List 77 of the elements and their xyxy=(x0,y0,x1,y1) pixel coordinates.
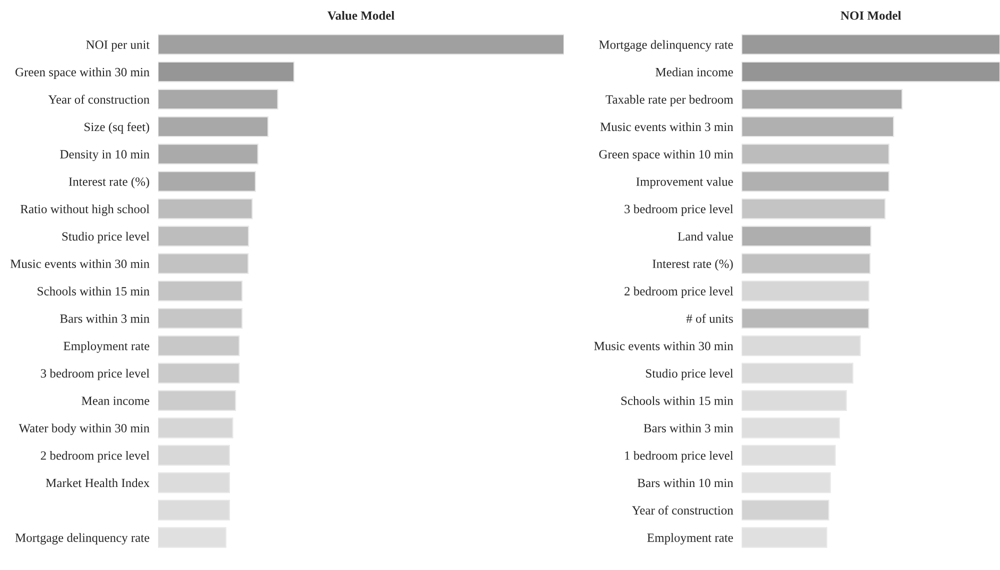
bar xyxy=(158,198,253,220)
bar xyxy=(158,308,243,329)
y-tick-label: Mortgage delinquency rate xyxy=(599,40,733,52)
bar xyxy=(742,253,871,274)
bar xyxy=(742,226,872,247)
bar xyxy=(158,61,295,82)
y-tick-label: Year of construction xyxy=(48,94,150,104)
y-tick-label: Year of construction xyxy=(632,506,734,515)
chart-title: Value Model xyxy=(328,10,394,20)
y-tick-label: Median income xyxy=(656,68,733,76)
y-tick-label: Bars within 3 min xyxy=(60,314,150,323)
bar xyxy=(158,500,230,521)
y-tick-label: Bars within 10 min xyxy=(638,478,734,488)
bar xyxy=(742,500,830,521)
bar xyxy=(158,472,230,494)
bar xyxy=(158,171,256,192)
chart-title: NOI Model xyxy=(840,10,902,20)
y-tick-label: Interest rate (%) xyxy=(652,259,733,271)
y-tick-label: Bars within 3 min xyxy=(644,424,734,432)
y-tick-label: Market Health Index xyxy=(46,478,150,488)
y-tick-label: 1 bedroom price level xyxy=(625,450,734,462)
bar xyxy=(742,308,870,329)
bar xyxy=(158,88,278,110)
y-tick-label: Music events within 30 min xyxy=(10,259,150,268)
bar xyxy=(158,527,226,548)
bar xyxy=(742,61,1000,82)
y-tick-label: 3 bedroom price level xyxy=(624,204,734,216)
bar xyxy=(158,116,269,138)
y-tick-label: Ratio without high school xyxy=(20,204,150,216)
y-tick-label: Mean income xyxy=(82,396,150,406)
bar xyxy=(742,280,870,302)
bar xyxy=(742,335,861,356)
y-tick-label: Studio price level xyxy=(62,232,150,244)
bar xyxy=(742,527,828,548)
bar xyxy=(158,226,250,247)
y-tick-label: Schools within 15 min xyxy=(621,396,734,406)
bar xyxy=(742,472,831,494)
y-tick-label: Interest rate (%) xyxy=(68,177,150,188)
bar xyxy=(158,335,240,356)
bar xyxy=(742,34,1000,55)
y-tick-label: Music events within 30 min xyxy=(594,341,734,350)
y-tick-label: Green space within 30 min xyxy=(15,68,150,79)
y-tick-label: # of units xyxy=(686,314,733,323)
y-tick-label: Green space within 10 min xyxy=(599,150,734,162)
bar xyxy=(158,362,240,384)
y-tick-label: 2 bedroom price level xyxy=(624,286,734,298)
y-tick-label: 3 bedroom price level xyxy=(40,368,150,380)
bar xyxy=(742,390,847,411)
bar xyxy=(158,280,243,302)
y-tick-label: Density in 10 min xyxy=(60,150,150,162)
y-tick-label: NOI per unit xyxy=(86,40,150,52)
bar xyxy=(158,34,564,55)
bar xyxy=(742,198,886,220)
y-tick-label: Studio price level xyxy=(646,368,734,380)
y-tick-label: Taxable rate per bedroom xyxy=(606,94,734,106)
y-tick-label: Water body within 30 min xyxy=(18,424,150,435)
y-tick-label: Schools within 15 min xyxy=(38,286,150,296)
bar xyxy=(158,418,234,438)
bar xyxy=(742,418,840,438)
bar xyxy=(158,444,230,466)
y-tick-label: Land value xyxy=(678,232,733,241)
bar xyxy=(742,171,890,192)
bar xyxy=(158,253,249,274)
y-tick-label: Improvement value xyxy=(636,177,733,188)
y-tick-label: Employment rate xyxy=(64,341,150,353)
bar xyxy=(158,144,258,164)
y-tick-label: Mortgage delinquency rate xyxy=(15,533,150,545)
bar xyxy=(742,88,903,110)
y-tick-label: Size (sq feet) xyxy=(84,122,150,134)
bar xyxy=(742,362,854,384)
y-tick-label: Employment rate xyxy=(647,533,733,545)
y-tick-label: 2 bedroom price level xyxy=(40,450,150,462)
bar xyxy=(742,444,836,466)
bar xyxy=(158,390,236,411)
y-tick-label: Music events within 3 min xyxy=(600,122,734,132)
bar xyxy=(742,144,890,164)
bar xyxy=(742,116,894,138)
